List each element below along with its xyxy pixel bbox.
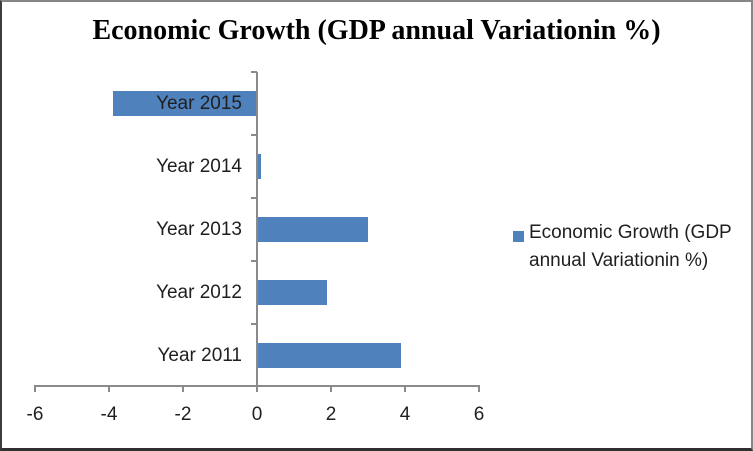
legend-label-line2: annual Variationin %) <box>529 250 709 271</box>
y-tick-mark <box>251 71 257 73</box>
x-tick-mark <box>108 385 110 392</box>
bar-year-2014 <box>257 154 261 179</box>
category-label-year-2013: Year 2013 <box>156 218 242 240</box>
x-tick-mark <box>256 385 258 392</box>
bar-year-2012 <box>257 280 328 305</box>
category-label-year-2015: Year 2015 <box>156 92 242 114</box>
x-tick-mark <box>478 385 480 392</box>
y-tick-mark <box>251 134 257 136</box>
x-tick-mark <box>182 385 184 392</box>
x-tick-mark <box>404 385 406 392</box>
x-tick-mark <box>34 385 36 392</box>
bar-year-2015 <box>112 91 257 116</box>
category-label-year-2012: Year 2012 <box>156 281 242 303</box>
bar-year-2011 <box>257 343 402 368</box>
category-label-year-2014: Year 2014 <box>156 155 242 177</box>
y-tick-mark <box>251 323 257 325</box>
chart-title: Economic Growth (GDP annual Variationin … <box>92 15 661 46</box>
y-tick-mark <box>251 260 257 262</box>
category-label-year-2011: Year 2011 <box>157 344 242 366</box>
y-axis-line <box>256 72 258 387</box>
x-tick-label: -6 <box>26 404 44 425</box>
x-tick-label: 4 <box>399 404 411 425</box>
x-tick-label: -4 <box>100 404 118 425</box>
legend-swatch-icon <box>513 231 524 242</box>
x-tick-label: -2 <box>174 404 192 425</box>
x-tick-mark <box>330 385 332 392</box>
x-tick-label: 0 <box>251 404 263 425</box>
y-tick-mark <box>251 197 257 199</box>
x-tick-label: 6 <box>473 404 485 425</box>
x-tick-label: 2 <box>325 404 337 425</box>
bar-year-2013 <box>257 217 368 242</box>
legend-label-line1: Economic Growth (GDP <box>529 222 732 243</box>
